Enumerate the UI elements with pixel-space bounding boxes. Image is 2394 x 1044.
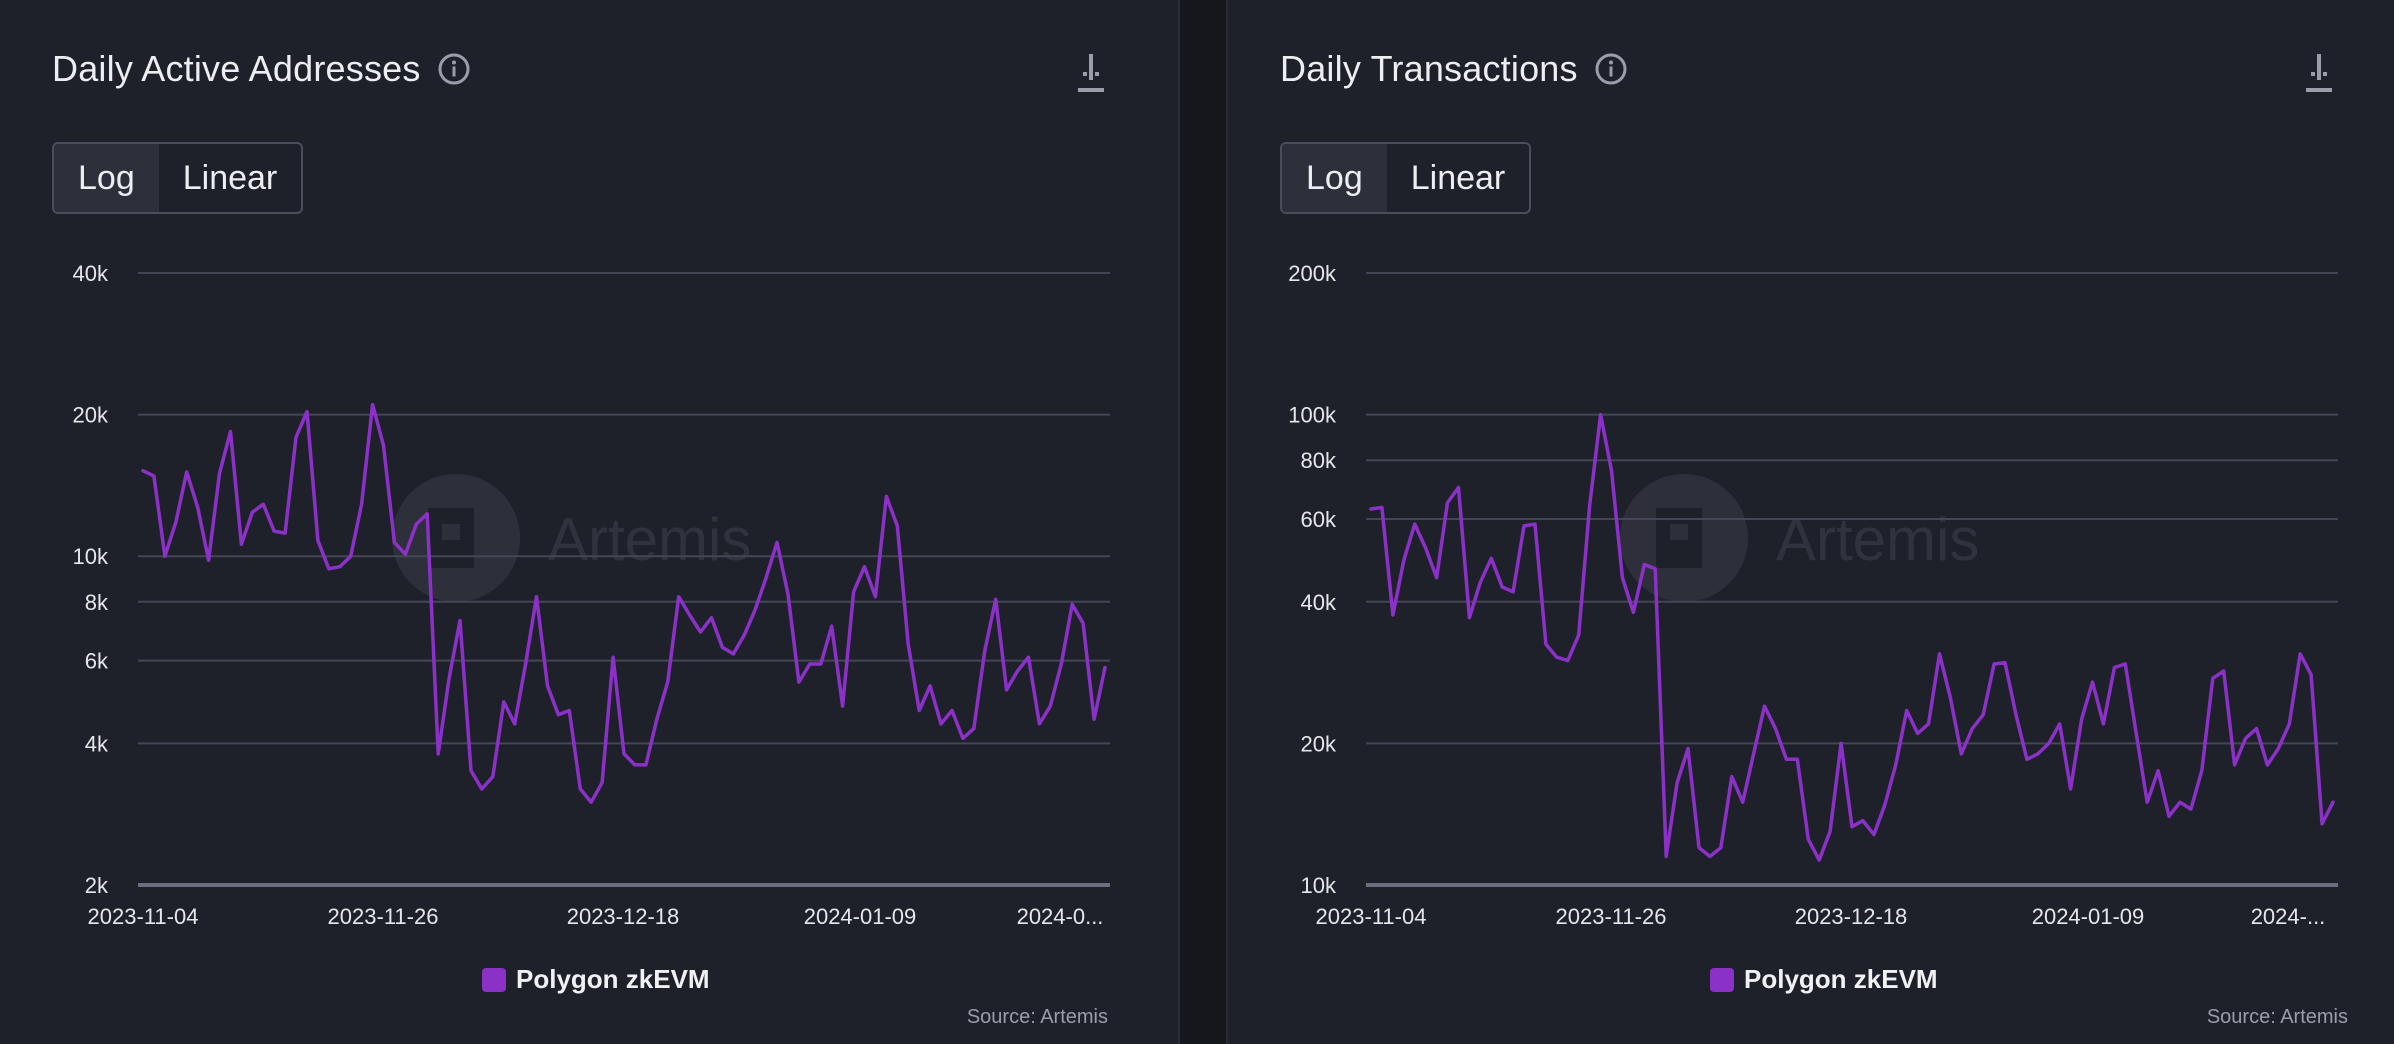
scale-toggle: Log Linear bbox=[52, 142, 304, 214]
info-icon[interactable] bbox=[437, 52, 471, 86]
watermark: Artemis bbox=[1620, 474, 1979, 602]
y-tick-label: 200k bbox=[1288, 261, 1337, 286]
watermark-logo-notch bbox=[1670, 524, 1688, 540]
y-tick-label: 60k bbox=[1301, 507, 1337, 532]
download-icon[interactable] bbox=[1074, 50, 1108, 96]
y-tick-label: 6k bbox=[85, 649, 109, 674]
legend-swatch bbox=[482, 967, 506, 992]
x-tick-label: 2023-11-26 bbox=[1556, 904, 1667, 929]
y-tick-label: 8k bbox=[85, 590, 109, 615]
y-tick-label: 4k bbox=[85, 731, 109, 756]
line-chart: Artemis 10k 20k 40k 60k 80k 100k 200k 2023-11-04… bbox=[1288, 261, 2338, 929]
y-tick-label: 40k bbox=[1301, 590, 1337, 615]
chart-title: Daily Active Addresses bbox=[52, 48, 421, 89]
source-label: Source: Artemis bbox=[966, 1006, 1108, 1028]
title-row: Daily Transactions bbox=[1280, 48, 1628, 90]
y-tick-label: 40k bbox=[73, 261, 109, 286]
y-tick-label: 100k bbox=[1288, 403, 1337, 428]
series-line-polygon-zkevm[interactable] bbox=[141, 402, 1107, 804]
y-tick-label: 10k bbox=[1301, 873, 1337, 898]
scale-toggle: Log Linear bbox=[1280, 142, 1532, 214]
y-tick-label: 2k bbox=[85, 873, 109, 898]
x-tick-label: 2023-11-04 bbox=[88, 904, 199, 929]
legend-swatch bbox=[1710, 967, 1734, 992]
linear-toggle-button[interactable]: Linear bbox=[1410, 159, 1506, 197]
line-chart: Artemis 2k 4k 6k 8k 10k 20k 40k 2023-11-04 2023-1… bbox=[73, 261, 1110, 929]
legend-label: Polygon zkEVM bbox=[516, 964, 710, 994]
log-toggle-button[interactable]: Log bbox=[1282, 144, 1387, 212]
y-tick-label: 20k bbox=[73, 403, 109, 428]
watermark: Artemis bbox=[392, 474, 751, 602]
legend[interactable]: Polygon zkEVM bbox=[1710, 964, 1938, 995]
chart-panel-daily-active-addresses: Daily Active Addresses Log Linear Artemi… bbox=[0, 0, 1180, 1044]
source-label: Source: Artemis bbox=[2206, 1006, 2348, 1028]
legend-label: Polygon zkEVM bbox=[1744, 964, 1938, 994]
title-row: Daily Active Addresses bbox=[52, 48, 471, 90]
y-tick-label: 80k bbox=[1301, 448, 1337, 473]
x-tick-label: 2023-12-18 bbox=[1795, 904, 1908, 929]
watermark-logo-notch bbox=[442, 524, 460, 540]
x-tick-label: 2024-... bbox=[2251, 904, 2326, 929]
info-icon[interactable] bbox=[1594, 52, 1628, 86]
log-toggle-button[interactable]: Log bbox=[54, 144, 159, 212]
x-tick-label: 2023-11-26 bbox=[328, 904, 439, 929]
series-line-polygon-zkevm[interactable] bbox=[1369, 412, 2335, 862]
y-tick-label: 10k bbox=[73, 544, 109, 569]
legend[interactable]: Polygon zkEVM bbox=[482, 964, 710, 995]
x-tick-label: 2024-01-09 bbox=[804, 904, 917, 929]
x-tick-label: 2023-11-04 bbox=[1316, 904, 1427, 929]
chart-title: Daily Transactions bbox=[1280, 48, 1578, 89]
watermark-text: Artemis bbox=[1776, 506, 1979, 573]
linear-toggle-button[interactable]: Linear bbox=[182, 159, 278, 197]
x-tick-label: 2024-0... bbox=[1017, 904, 1104, 929]
x-tick-label: 2023-12-18 bbox=[567, 904, 680, 929]
chart-panel-daily-transactions: Daily Transactions Log Linear Artemis 10k… bbox=[1226, 0, 2394, 1044]
download-icon[interactable] bbox=[2302, 50, 2336, 96]
y-tick-label: 20k bbox=[1301, 731, 1337, 756]
watermark-text: Artemis bbox=[548, 506, 751, 573]
x-tick-label: 2024-01-09 bbox=[2032, 904, 2145, 929]
